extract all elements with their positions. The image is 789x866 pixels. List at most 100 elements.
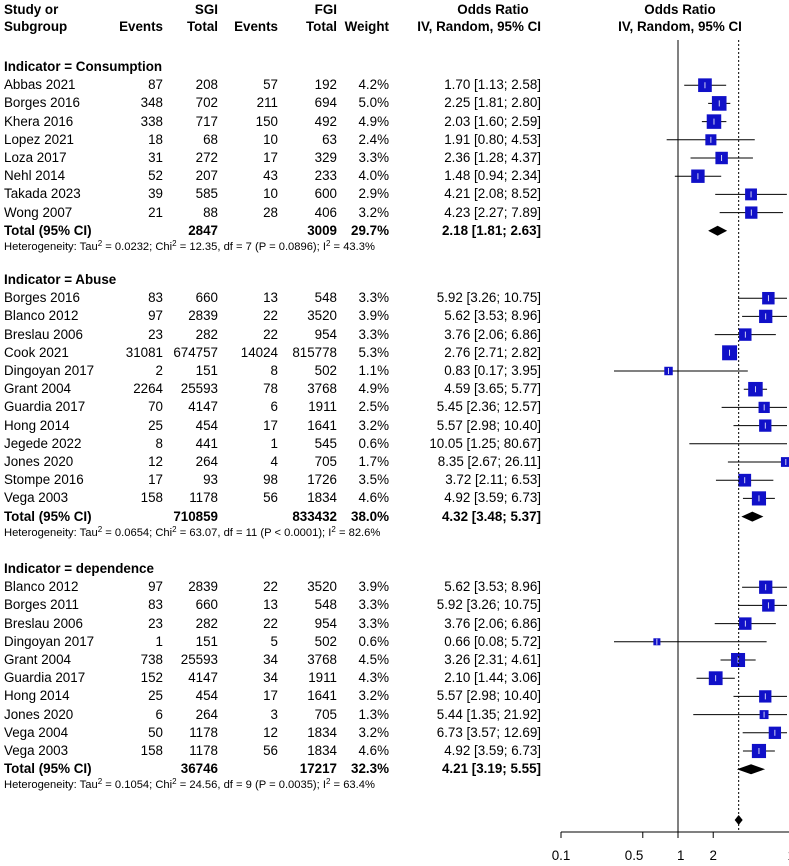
study-name: Hong 2014 (4, 688, 70, 704)
odds-ratio-ci: 6.73 [3.57; 12.69] (436, 724, 541, 740)
weight: 5.3% (358, 344, 389, 360)
study-name: Nehl 2014 (4, 168, 66, 184)
odds-ratio-ci: 3.72 [2.11; 6.53] (445, 472, 541, 488)
header-study-line1: Study or (4, 2, 59, 17)
fgi-events: 10 (263, 131, 278, 147)
sgi-total: 272 (195, 150, 218, 165)
weight: 2.9% (358, 186, 389, 202)
fgi-events: 17 (263, 150, 278, 165)
weight: 3.9% (358, 308, 389, 324)
total-sgi: 2847 (188, 222, 218, 238)
sgi-events: 152 (140, 670, 163, 686)
fgi-total: 1911 (308, 399, 337, 415)
sgi-total: 585 (195, 186, 218, 202)
fgi-total: 63 (322, 131, 337, 147)
weight: 3.5% (358, 472, 389, 488)
odds-ratio-ci: 3.26 [2.31; 4.61] (444, 652, 541, 667)
total-weight: 38.0% (351, 508, 389, 524)
fgi-events: 3 (270, 706, 278, 722)
study-name: Guardia 2017 (4, 670, 86, 686)
study-name: Guardia 2017 (4, 399, 86, 415)
sgi-events: 17 (148, 472, 163, 488)
study-name: Blanco 2012 (4, 579, 79, 595)
header-or-line1: Odds Ratio (457, 2, 529, 17)
fgi-total: 548 (314, 597, 337, 613)
fgi-events: 22 (263, 308, 278, 324)
weight: 3.2% (358, 417, 389, 433)
sgi-events: 2 (155, 363, 163, 378)
weight: 3.2% (358, 724, 389, 740)
study-name: Grant 2004 (4, 381, 71, 397)
sgi-events: 23 (148, 615, 163, 631)
sgi-events: 25 (148, 417, 163, 433)
fgi-total: 1834 (307, 743, 337, 758)
sgi-events: 158 (140, 743, 163, 758)
odds-ratio-ci: 5.57 [2.98; 10.40] (436, 688, 541, 704)
fgi-events: 13 (263, 290, 278, 306)
fgi-total: 600 (314, 186, 337, 202)
total-fgi: 3009 (307, 222, 337, 238)
header-plot-line2: IV, Random, 95% CI (618, 19, 742, 34)
sgi-events: 52 (148, 168, 163, 184)
fgi-events: 5 (270, 633, 278, 649)
fgi-total: 705 (314, 706, 337, 722)
fgi-events: 22 (263, 326, 278, 342)
study-name: Breslau 2006 (4, 615, 83, 631)
fgi-total: 815778 (292, 344, 337, 360)
sgi-total: 2839 (188, 579, 218, 595)
total-weight: 29.7% (351, 222, 389, 238)
odds-ratio-ci: 8.35 [2.67; 26.11] (437, 454, 541, 469)
sgi-total: 1178 (189, 490, 218, 506)
study-name: Jegede 2022 (4, 435, 82, 451)
sgi-events: 18 (148, 131, 163, 147)
total-label: Total (95% CI) (4, 761, 92, 777)
sgi-total: 93 (203, 472, 218, 488)
odds-ratio-ci: 5.92 [3.26; 10.75] (436, 597, 541, 613)
study-name: Jones 2020 (4, 454, 74, 469)
fgi-total: 548 (314, 290, 337, 306)
sgi-total: 2839 (188, 308, 218, 324)
study-name: Khera 2016 (4, 113, 74, 129)
study-name: Stompe 2016 (4, 472, 84, 488)
header-fgi: FGI (314, 2, 337, 17)
fgi-events: 34 (263, 670, 278, 686)
odds-ratio-ci: 4.21 [2.08; 8.52] (444, 186, 541, 202)
study-name: Jones 2020 (4, 706, 74, 722)
odds-ratio-ci: 5.45 [2.36; 12.57] (436, 399, 541, 415)
fgi-events: 34 (263, 652, 278, 667)
odds-ratio-ci: 2.10 [1.44; 3.06] (444, 670, 541, 686)
odds-ratio-ci: 5.57 [2.98; 10.40] (436, 417, 541, 433)
sgi-total: 282 (195, 615, 218, 631)
weight: 0.6% (358, 633, 389, 649)
fgi-events: 10 (263, 186, 278, 202)
total-label: Total (95% CI) (4, 508, 92, 524)
fgi-total: 502 (314, 633, 337, 649)
sgi-total: 4147 (188, 399, 218, 415)
study-name: Abbas 2021 (4, 77, 76, 93)
weight: 3.2% (358, 204, 389, 220)
header-sgi-events: Events (119, 19, 163, 34)
fgi-events: 211 (256, 95, 278, 111)
total-sgi: 36746 (180, 761, 218, 777)
total-fgi: 17217 (299, 761, 337, 777)
fgi-total: 1834 (307, 724, 337, 740)
weight: 2.5% (358, 399, 389, 415)
sgi-events: 1 (155, 633, 163, 649)
odds-ratio-ci: 4.92 [3.59; 6.73] (444, 743, 541, 758)
fgi-total: 502 (314, 363, 337, 378)
x-tick-label: 0.1 (551, 848, 571, 863)
study-name: Borges 2016 (4, 290, 80, 306)
sgi-total: 68 (203, 131, 218, 147)
sgi-total: 660 (195, 290, 218, 306)
odds-ratio-ci: 5.62 [3.53; 8.96] (444, 579, 541, 595)
x-tick-label: 0.5 (624, 848, 644, 863)
fgi-total: 1641 (307, 688, 337, 704)
total-fgi: 833432 (292, 508, 337, 524)
fgi-events: 22 (263, 615, 278, 631)
fgi-total: 954 (314, 326, 337, 342)
study-name: Grant 2004 (4, 652, 71, 667)
fgi-total: 1641 (307, 417, 337, 433)
fgi-total: 3768 (307, 381, 337, 397)
fgi-events: 1 (270, 435, 278, 451)
odds-ratio-ci: 5.44 [1.35; 21.92] (436, 706, 541, 722)
